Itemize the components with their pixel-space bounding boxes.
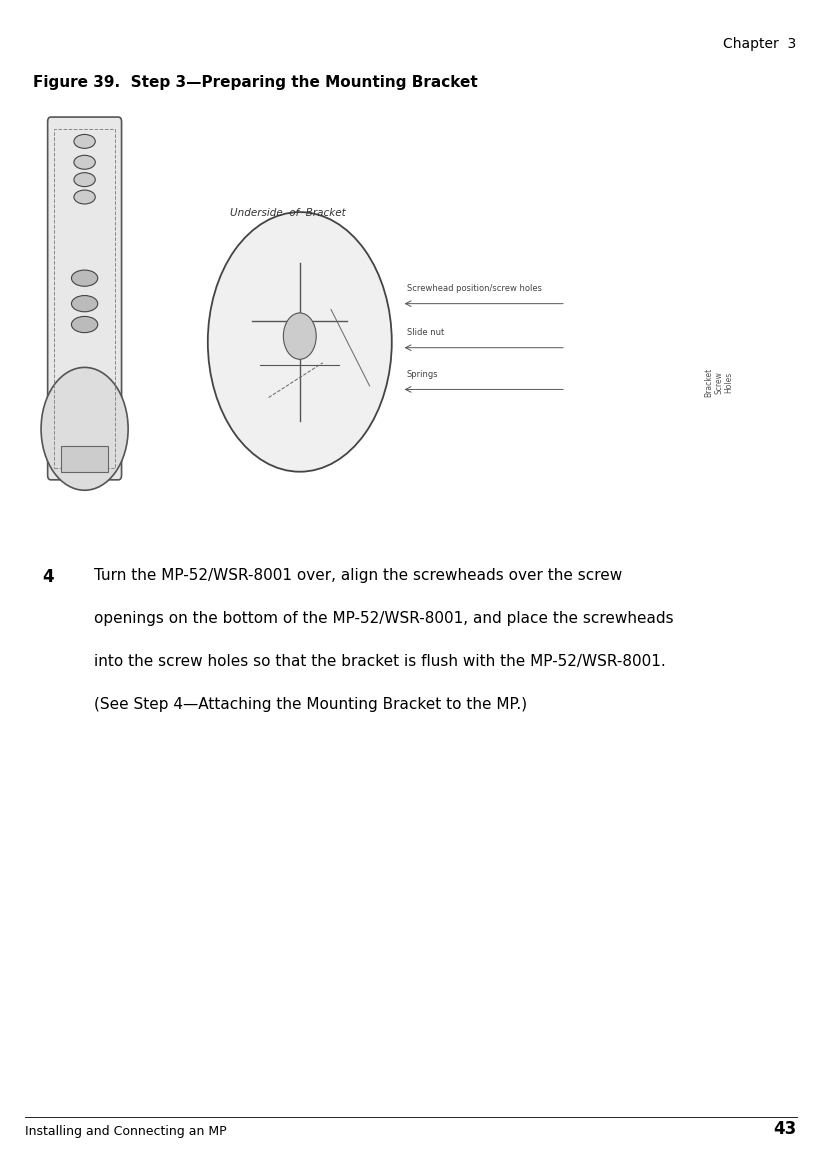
Text: Figure 39.  Step 3—Preparing the Mounting Bracket: Figure 39. Step 3—Preparing the Mounting… <box>33 75 478 90</box>
Text: Chapter  3: Chapter 3 <box>724 37 797 51</box>
Text: 43: 43 <box>774 1120 797 1138</box>
Ellipse shape <box>71 270 98 286</box>
FancyBboxPatch shape <box>47 117 121 480</box>
Text: Screwhead position/screw holes: Screwhead position/screw holes <box>406 284 542 293</box>
Circle shape <box>208 212 391 472</box>
Ellipse shape <box>71 316 98 333</box>
Ellipse shape <box>74 173 96 187</box>
Ellipse shape <box>74 155 96 169</box>
Ellipse shape <box>74 190 96 204</box>
Bar <box>54 129 115 468</box>
Circle shape <box>41 367 128 490</box>
Text: Underside  of  Bracket: Underside of Bracket <box>230 207 346 218</box>
Text: Installing and Connecting an MP: Installing and Connecting an MP <box>25 1125 226 1138</box>
Bar <box>61 446 108 472</box>
Ellipse shape <box>74 134 96 148</box>
Text: Slide nut: Slide nut <box>406 328 444 337</box>
Text: 4: 4 <box>42 568 54 586</box>
Text: (See Step 4—Attaching the Mounting Bracket to the MP.): (See Step 4—Attaching the Mounting Brack… <box>95 697 528 712</box>
Text: into the screw holes so that the bracket is flush with the MP-52/WSR-8001.: into the screw holes so that the bracket… <box>95 654 666 669</box>
Text: Bracket
Screw
Holes: Bracket Screw Holes <box>704 367 734 398</box>
Circle shape <box>283 313 317 359</box>
Ellipse shape <box>71 296 98 312</box>
Text: openings on the bottom of the MP-52/WSR-8001, and place the screwheads: openings on the bottom of the MP-52/WSR-… <box>95 611 674 626</box>
Text: Springs: Springs <box>406 370 438 379</box>
Text: Turn the MP-52/WSR-8001 over, align the screwheads over the screw: Turn the MP-52/WSR-8001 over, align the … <box>95 568 622 583</box>
